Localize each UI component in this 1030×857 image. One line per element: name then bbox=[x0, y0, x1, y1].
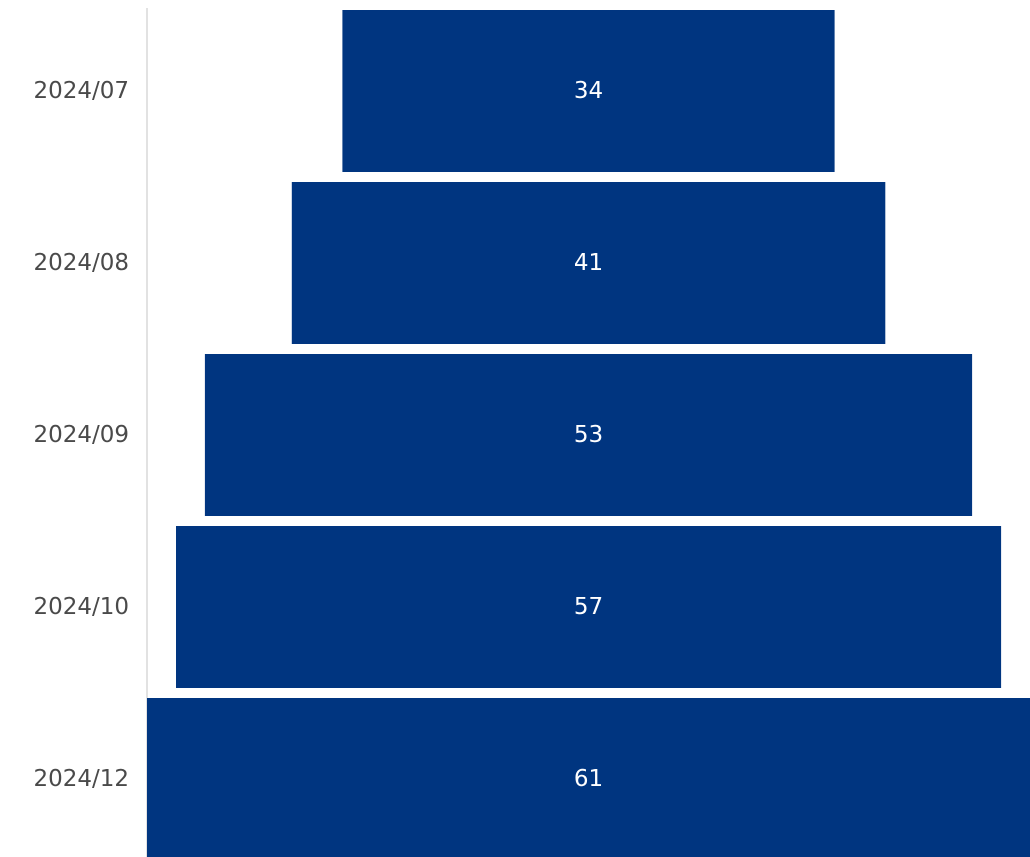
bars-layer bbox=[147, 10, 1030, 857]
category-tick-label: 2024/10 bbox=[33, 594, 129, 620]
funnel-bar-2024-07 bbox=[342, 10, 835, 172]
value-labels-layer: 34 41 53 57 61 bbox=[574, 78, 603, 792]
funnel-bar-2024-08 bbox=[291, 182, 886, 344]
funnel-bar-2024-10 bbox=[176, 526, 1002, 688]
value-label: 41 bbox=[574, 250, 603, 276]
value-label: 34 bbox=[574, 78, 603, 104]
category-labels-layer: 2024/07 2024/08 2024/09 2024/10 2024/12 bbox=[33, 78, 129, 792]
funnel-bar-2024-09 bbox=[204, 354, 973, 516]
value-label: 57 bbox=[574, 594, 603, 620]
category-tick-label: 2024/07 bbox=[33, 78, 129, 104]
category-tick-label: 2024/08 bbox=[33, 250, 129, 276]
category-tick-label: 2024/09 bbox=[33, 422, 129, 448]
value-label: 53 bbox=[574, 422, 603, 448]
value-label: 61 bbox=[574, 766, 603, 792]
category-tick-label: 2024/12 bbox=[33, 766, 129, 792]
funnel-bar-2024-12 bbox=[147, 698, 1030, 857]
